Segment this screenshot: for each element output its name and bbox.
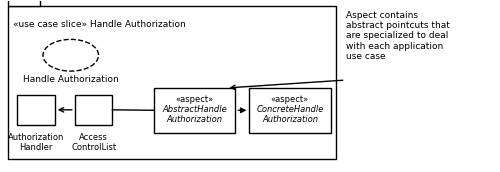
Text: ConcreteHandle
Authorization: ConcreteHandle Authorization	[256, 105, 324, 124]
Text: AbstractHandle
Authorization: AbstractHandle Authorization	[162, 105, 227, 124]
Text: «use case slice» Handle Authorization: «use case slice» Handle Authorization	[13, 20, 186, 29]
Text: Handle Authorization: Handle Authorization	[23, 75, 118, 84]
Bar	[8, 0, 40, 6]
Text: «aspect»: «aspect»	[271, 95, 309, 104]
Bar	[8, 6, 336, 159]
Text: Authorization
Handler: Authorization Handler	[8, 133, 64, 152]
Bar	[250, 88, 330, 133]
Bar	[17, 95, 55, 125]
Text: Access
ControlList: Access ControlList	[71, 133, 116, 152]
Bar	[154, 88, 236, 133]
Text: «aspect»: «aspect»	[176, 95, 214, 104]
Text: Aspect contains
abstract pointcuts that
are specialized to deal
with each applic: Aspect contains abstract pointcuts that …	[346, 11, 450, 61]
Bar	[74, 95, 112, 125]
